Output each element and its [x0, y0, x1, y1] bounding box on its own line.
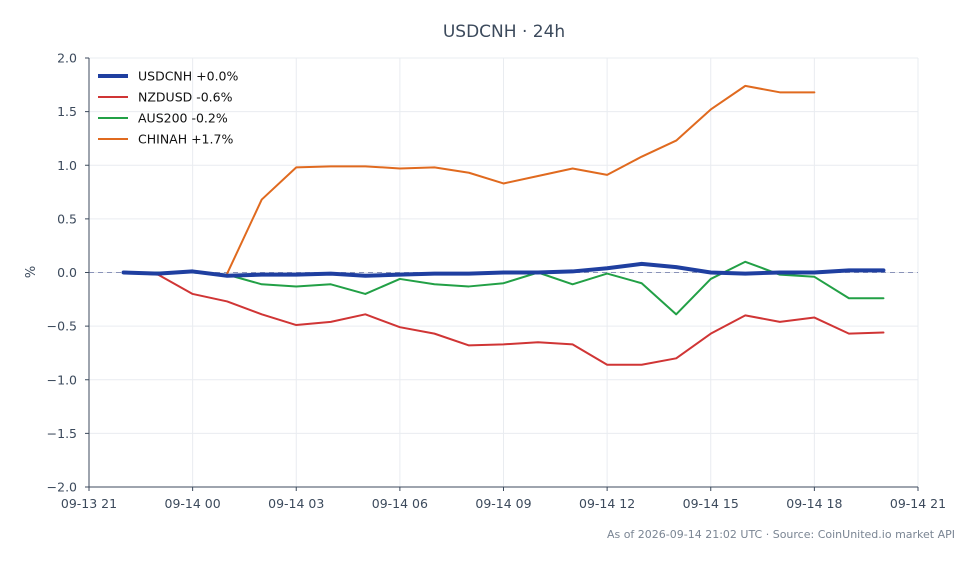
x-tick-label: 09-14 18 [786, 496, 842, 511]
x-tick-label: 09-14 15 [683, 496, 739, 511]
series-line-usdcnh [121, 261, 886, 278]
series-line-nzdusd [122, 271, 885, 366]
y-tick-label: 2.0 [57, 51, 77, 66]
series-lines [121, 84, 886, 366]
x-tick-label: 09-14 06 [372, 496, 428, 511]
x-tick-label: 09-13 21 [61, 496, 117, 511]
series-line-chinah [226, 84, 816, 275]
x-tick-label: 09-14 12 [579, 496, 635, 511]
y-axis-label: % [24, 266, 39, 278]
x-tick-label: 09-14 03 [268, 496, 324, 511]
legend-label-usdcnh: USDCNH +0.0% [138, 69, 239, 84]
x-tick-label: 09-14 09 [475, 496, 531, 511]
y-tick-label: −1.5 [47, 426, 77, 441]
y-tick-label: −0.5 [47, 319, 77, 334]
chart-title: USDCNH · 24h [443, 22, 565, 42]
series-line-aus200 [122, 260, 885, 316]
y-tick-label: 1.5 [57, 104, 77, 119]
x-tick-label: 09-14 21 [890, 496, 946, 511]
legend-label-aus200: AUS200 -0.2% [138, 111, 228, 126]
footer-source: As of 2026-09-14 21:02 UTC · Source: Coi… [607, 528, 955, 541]
y-tick-label: 1.0 [57, 158, 77, 173]
legend: USDCNH +0.0% NZDUSD -0.6% AUS200 -0.2% CHIN… [98, 69, 239, 147]
y-ticks: 2.0 1.5 1.0 0.5 0.0 −0.5 −1.0 −1.5 −2.0 [47, 51, 89, 495]
y-tick-label: −1.0 [47, 372, 77, 387]
legend-label-nzdusd: NZDUSD -0.6% [138, 90, 233, 105]
x-ticks: 09-13 21 09-14 00 09-14 03 09-14 06 09-14 09… [61, 487, 946, 511]
legend-label-chinah: CHINAH +1.7% [138, 132, 233, 147]
x-tick-label: 09-14 00 [165, 496, 221, 511]
y-tick-label: −2.0 [47, 480, 77, 495]
y-tick-label: 0.5 [57, 211, 77, 226]
y-tick-label: 0.0 [57, 265, 77, 280]
